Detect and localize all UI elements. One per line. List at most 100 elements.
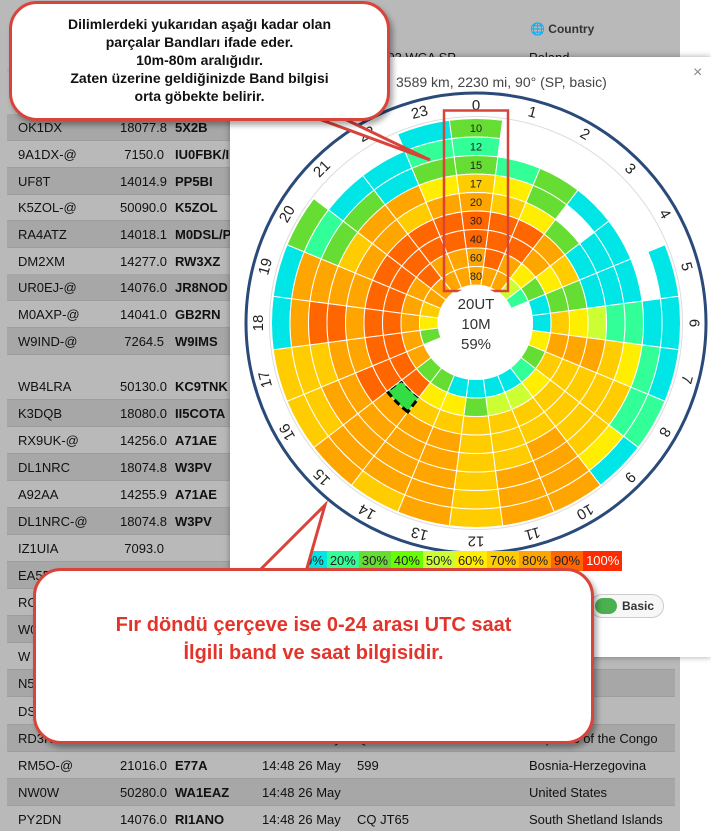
spotter-call: DM2XM xyxy=(18,254,65,269)
hour-label: 14 xyxy=(356,500,379,523)
spotter-call: UR0EJ-@ xyxy=(18,280,77,295)
heatmap-cell[interactable] xyxy=(568,307,589,339)
legend-item: 80% xyxy=(519,551,552,571)
hour-label: 17 xyxy=(255,369,276,390)
hour-label: 12 xyxy=(468,532,485,549)
heatmap-cell[interactable] xyxy=(453,266,472,289)
frequency: 7093.0 xyxy=(124,541,164,556)
legend-item: 90% xyxy=(551,551,584,571)
band-label: 10 xyxy=(470,123,482,135)
heatmap-cell[interactable] xyxy=(465,378,487,399)
table-row[interactable]: PY2DN 14076.0 RI1ANO 14:48 26 May CQ JT65 Sou… xyxy=(7,806,675,831)
dx-call: KC9TNK xyxy=(175,379,228,394)
spotter-call: RC xyxy=(18,595,37,610)
hour-label: 13 xyxy=(409,523,430,544)
spot-time: 14:48 26 May xyxy=(262,758,341,773)
heatmap-cell[interactable] xyxy=(308,300,329,346)
heatmap-cell[interactable] xyxy=(455,451,497,473)
heatmap-cell[interactable] xyxy=(382,310,403,336)
spotter-call: IZ1UIA xyxy=(18,541,59,556)
spotter-call: W9IND-@ xyxy=(18,334,78,349)
spotter-call: RM5O-@ xyxy=(18,758,74,773)
callout-line: 10m-80m aralığıdır. xyxy=(136,52,263,68)
heatmap-cell[interactable] xyxy=(400,312,421,334)
dx-call: II5COTA xyxy=(175,406,226,421)
heatmap-cell[interactable] xyxy=(604,302,626,344)
heatmap-cell[interactable] xyxy=(531,312,552,334)
close-icon[interactable]: × xyxy=(693,64,703,81)
country-header-label: Country xyxy=(548,22,595,36)
frequency: 14277.0 xyxy=(120,254,167,269)
frequency: 50280.0 xyxy=(120,785,167,800)
spotter-call: 9A1DX-@ xyxy=(18,147,77,162)
heatmap-cell[interactable] xyxy=(549,310,570,336)
hour-label: 11 xyxy=(523,523,542,543)
table-row[interactable]: NW0W 50280.0 WA1EAZ 14:48 26 May United Stat… xyxy=(7,779,675,806)
spotter-call: PY2DN xyxy=(18,812,62,827)
spotter-call: UF8T xyxy=(18,174,51,189)
toggle-knob[interactable] xyxy=(595,598,617,614)
heatmap-cell[interactable] xyxy=(659,295,681,351)
spotter-call: RA4ATZ xyxy=(18,227,67,242)
heatmap-cell[interactable] xyxy=(623,300,644,346)
heatmap-cell[interactable] xyxy=(271,295,293,351)
frequency: 7150.0 xyxy=(124,147,164,162)
dx-call: W9IMS xyxy=(175,334,218,349)
legend-item: 20% xyxy=(326,551,359,571)
band-label: 12 xyxy=(470,141,482,153)
frequency: 14076.0 xyxy=(120,280,167,295)
heatmap-cell[interactable] xyxy=(344,305,366,341)
center-info-line: 59% xyxy=(461,336,491,353)
heatmap-cell[interactable] xyxy=(460,415,492,436)
frequency: 14018.1 xyxy=(120,227,167,242)
basic-toggle[interactable]: Basic xyxy=(590,594,664,618)
dx-call: K5ZOL xyxy=(175,200,218,215)
popup-title: 3589 km, 2230 mi, 90° (SP, basic) xyxy=(396,74,607,90)
dx-call: 5X2B xyxy=(175,120,208,135)
heatmap-cell[interactable] xyxy=(586,305,608,341)
callout-line: orta göbekte belirir. xyxy=(134,88,265,104)
heatmap-cell[interactable] xyxy=(453,470,499,491)
heatmap-cell[interactable] xyxy=(326,302,348,344)
callout-line: Fır döndü çerçeve ise 0-24 arası UTC saa… xyxy=(115,614,512,636)
legend-item: 30% xyxy=(358,551,391,571)
frequency: 18074.8 xyxy=(120,460,167,475)
country: South Shetland Islands xyxy=(529,812,663,827)
heatmap-cell[interactable] xyxy=(448,506,504,528)
frequency: 18080.0 xyxy=(120,406,167,421)
table-row[interactable]: RM5O-@ 21016.0 E77A 14:48 26 May 599 Bosnia-H… xyxy=(7,752,675,779)
heatmap-cell[interactable] xyxy=(641,298,663,348)
dx-call: A71AE xyxy=(175,487,217,502)
heatmap-cell[interactable] xyxy=(289,298,311,348)
frequency: 14256.0 xyxy=(120,433,167,448)
spotter-call: NW0W xyxy=(18,785,60,800)
frequency: 21016.0 xyxy=(120,758,167,773)
spotter-call: A92AA xyxy=(18,487,59,502)
heatmap-cell[interactable] xyxy=(363,307,384,339)
spotter-call: WB4LRA xyxy=(18,379,72,394)
dx-call: M0DSL/P xyxy=(175,227,232,242)
band-label: 80 xyxy=(470,271,482,283)
hour-label: 20 xyxy=(276,203,299,226)
heatmap-cell[interactable] xyxy=(458,433,494,455)
band-label: 40 xyxy=(470,234,482,246)
spot-time: 14:48 26 May xyxy=(262,785,341,800)
hour-label: 19 xyxy=(255,256,276,277)
legend-item: 50% xyxy=(422,551,455,571)
heatmap-cell[interactable] xyxy=(463,396,489,417)
country: Bosnia-Herzegovina xyxy=(529,758,647,773)
dx-call: WA1EAZ xyxy=(175,785,230,800)
spotter-call: K3DQB xyxy=(18,406,63,421)
center-info-line: 20UT xyxy=(458,296,495,313)
heatmap-cell[interactable] xyxy=(451,488,501,510)
legend-item: 70% xyxy=(486,551,520,571)
column-header-country: 🌐 Country xyxy=(530,22,595,36)
spotter-call: K5ZOL-@ xyxy=(18,200,77,215)
spotter-call: DL1NRC xyxy=(18,460,71,475)
spot-info: CQ JT65 xyxy=(357,812,410,827)
toggle-label: Basic xyxy=(622,599,655,613)
callout-line: parçalar Bandları ifade eder. xyxy=(105,34,294,50)
spotter-call: M0AXP-@ xyxy=(18,307,80,322)
callout-line: İlgili band ve saat bilgisidir. xyxy=(183,642,444,664)
spot-info: 599 xyxy=(357,758,379,773)
